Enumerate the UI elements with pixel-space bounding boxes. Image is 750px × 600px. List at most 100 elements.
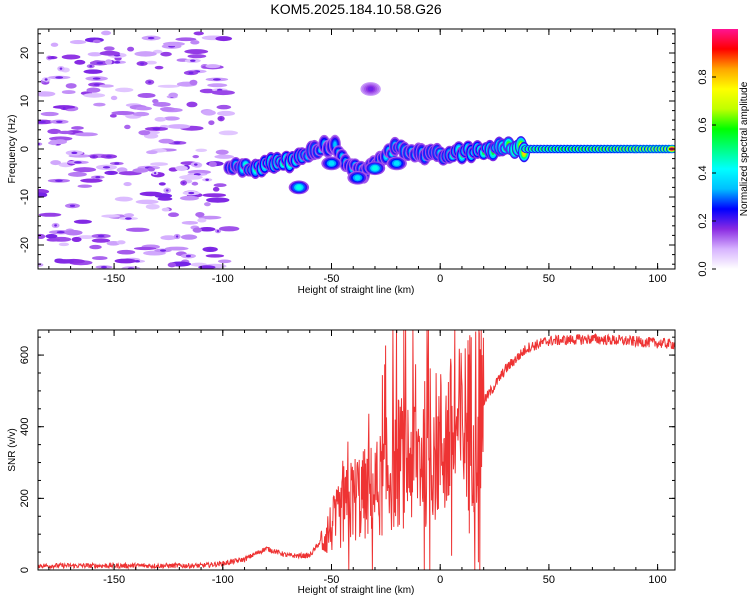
noise-patch <box>67 171 87 177</box>
noise-patch <box>123 213 135 218</box>
noise-patch <box>195 148 208 153</box>
noise-patch <box>111 110 135 116</box>
noise-patch <box>150 162 169 166</box>
spectrogram-y-label: Frequency (Hz) <box>7 115 18 184</box>
noise-patch <box>180 234 198 240</box>
noise-patch <box>152 102 171 107</box>
snr-frame <box>37 329 676 571</box>
noise-patch <box>190 40 200 45</box>
x-tick-label: -50 <box>324 273 340 285</box>
x-tick-label: 100 <box>648 574 666 586</box>
noise-patch <box>158 138 174 144</box>
colorbar-label: Normalized spectral amplitude <box>739 81 750 216</box>
noise-patch <box>80 178 103 183</box>
noise-core <box>59 67 63 70</box>
noise-core <box>69 204 76 208</box>
noise-core <box>97 234 105 238</box>
noise-patch <box>154 117 167 122</box>
noise-patch <box>152 99 159 104</box>
x-tick-label: 50 <box>543 574 555 586</box>
noise-patch <box>204 202 211 207</box>
noise-core <box>71 151 78 155</box>
noise-patch <box>217 259 232 264</box>
noise-patch <box>99 84 114 88</box>
trace-cell <box>328 161 335 166</box>
figure-title: KOM5.2025.184.10.58.G26 <box>270 1 441 17</box>
y-tick-label: 0 <box>19 146 31 152</box>
noise-patch <box>206 197 230 203</box>
noise-core <box>74 161 82 164</box>
noise-patch <box>49 139 58 146</box>
noise-patch <box>61 54 81 60</box>
y-tick-label: 600 <box>19 346 31 364</box>
noise-patch <box>116 249 136 255</box>
noise-patch <box>123 182 132 187</box>
noise-core <box>152 127 161 131</box>
noise-core <box>165 189 169 192</box>
noise-patch <box>91 238 111 243</box>
noise-patch <box>161 207 170 212</box>
noise-patch <box>138 130 151 136</box>
noise-patch <box>92 39 101 44</box>
noise-core <box>205 178 209 181</box>
noise-patch <box>38 91 56 97</box>
noise-core <box>188 191 195 195</box>
noise-patch <box>214 154 234 159</box>
noise-patch <box>139 191 163 197</box>
noise-core <box>92 155 96 158</box>
noise-patch <box>38 212 62 217</box>
noise-core <box>219 117 223 120</box>
noise-core <box>44 78 48 81</box>
noise-patch <box>216 110 236 117</box>
noise-patch <box>74 132 98 137</box>
noise-patch <box>208 120 215 126</box>
x-tick-label: -150 <box>103 273 125 285</box>
noise-patch <box>86 87 101 93</box>
noise-patch <box>45 233 58 239</box>
noise-core <box>154 171 157 175</box>
noise-core <box>55 179 63 182</box>
noise-patch <box>179 174 203 180</box>
noise-core <box>114 61 121 64</box>
noise-patch <box>137 93 156 99</box>
noise-patch <box>191 181 199 186</box>
noise-patch <box>101 214 121 218</box>
noise-core <box>106 155 112 158</box>
noise-patch <box>211 90 235 96</box>
trace-cell <box>295 185 302 190</box>
noise-patch <box>116 167 128 173</box>
noise-core <box>96 61 104 65</box>
noise-patch <box>132 168 149 173</box>
noise-core <box>185 254 192 258</box>
noise-core <box>125 217 132 220</box>
x-tick-label: 0 <box>437 574 443 586</box>
x-tick-label: 50 <box>543 273 555 285</box>
x-tick-label: -150 <box>103 574 125 586</box>
noise-patch <box>184 49 209 55</box>
noise-patch <box>114 258 137 264</box>
noise-core <box>50 56 55 59</box>
noise-patch <box>99 50 120 56</box>
snr-y-ticks: 0 200 400 600 <box>19 336 675 573</box>
colorbar-tick-label: 0.0 <box>697 261 709 276</box>
noise-core <box>92 77 101 80</box>
noise-patch <box>218 130 239 136</box>
noise-core <box>216 229 220 233</box>
noise-patch <box>145 203 160 210</box>
y-tick-label: 200 <box>19 489 31 507</box>
noise-patch <box>124 124 131 130</box>
colorbar-tick-label: 0.6 <box>697 117 709 132</box>
noise-core <box>95 176 101 179</box>
noise-core <box>56 230 66 234</box>
noise-patch <box>48 136 73 141</box>
noise-patch <box>202 110 216 116</box>
snr-plot-area <box>38 330 675 570</box>
snr-series <box>38 330 675 570</box>
colorbar-tick-label: 0.2 <box>697 213 709 228</box>
noise-patch <box>193 31 204 36</box>
noise-patch <box>89 244 102 250</box>
noise-patch <box>58 242 70 247</box>
noise-patch <box>103 46 115 51</box>
